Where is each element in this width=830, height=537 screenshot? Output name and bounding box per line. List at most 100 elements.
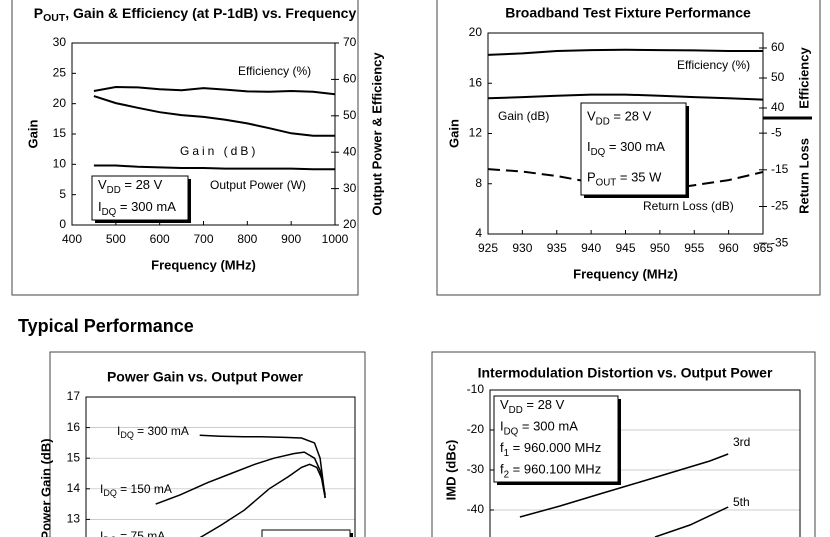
annotation-line-part: DD xyxy=(107,185,121,196)
y-tick-label: 15 xyxy=(67,450,81,464)
annotation-line: IDQ = 300 mA xyxy=(98,199,176,217)
series-label: Output Power (W) xyxy=(210,178,306,192)
series-line xyxy=(487,48,763,56)
annotation-line-part: = 960.000 MHz xyxy=(509,440,601,455)
y-tick-label: 25 xyxy=(53,66,67,80)
plot-frame xyxy=(489,389,801,537)
annotation-line-part: DQ xyxy=(591,147,606,158)
y-tick-label: 30 xyxy=(53,35,67,49)
y-axis-label: Power Gain (dB) xyxy=(38,438,53,537)
y2-tick-label: 60 xyxy=(771,40,785,54)
series-label-part: DQ xyxy=(120,430,134,440)
y2-tick-label: 40 xyxy=(771,100,785,114)
annotation-line-part: = 960.100 MHz xyxy=(509,462,601,477)
y3-tick-label: -15 xyxy=(771,162,789,176)
annotation-line: VDD = 28 V xyxy=(500,397,565,415)
annotation-line-part: f xyxy=(500,462,504,477)
series-label-part: = 150 mA xyxy=(117,482,172,496)
annotation-line-part: OUT xyxy=(596,177,617,188)
y-axis-label: Gain xyxy=(25,119,40,148)
panel-border xyxy=(11,0,359,296)
annotation-box xyxy=(261,529,351,537)
section-heading: Typical Performance xyxy=(18,316,194,336)
annotation-line-part: DD xyxy=(509,404,523,415)
y-tick-label: 10 xyxy=(53,157,67,171)
x-tick-label: 800 xyxy=(237,232,257,246)
annotation-line-part: I xyxy=(587,139,591,154)
panel-border xyxy=(431,351,816,537)
y3-axis-label: Return Loss xyxy=(796,138,811,214)
y-tick-label: -40 xyxy=(467,502,485,516)
annotation-line-part: = 28 V xyxy=(121,177,163,192)
x-tick-label: 935 xyxy=(547,241,567,255)
series-label: Gain (dB) xyxy=(498,109,549,123)
y-tick-label: 13 xyxy=(67,512,81,526)
y-tick-label: 16 xyxy=(469,75,483,89)
series-label: Efficiency (%) xyxy=(677,58,750,72)
x-tick-label: 900 xyxy=(281,232,301,246)
x-tick-label: 940 xyxy=(581,241,601,255)
x-tick-label: 600 xyxy=(150,232,170,246)
chart-title: POUT, Gain & Efficiency (at P-1dB) vs. F… xyxy=(34,5,357,24)
annotation-line-part: 1 xyxy=(504,447,509,458)
series-label: Gain (dB) xyxy=(180,144,258,158)
chart-title-part: OUT xyxy=(43,12,66,24)
chart-title-part: P xyxy=(34,5,43,21)
plot-frame xyxy=(85,396,356,537)
y-tick-label: -20 xyxy=(467,422,485,436)
panel-border xyxy=(49,351,366,537)
y-tick-label: 5 xyxy=(59,187,66,201)
annotation-box xyxy=(580,102,687,196)
series-line xyxy=(93,85,336,96)
annotation-line-part: DQ xyxy=(504,426,519,437)
annotation-line-part: V xyxy=(268,535,277,537)
y-tick-label: 12 xyxy=(469,126,483,140)
series-label-part: I xyxy=(100,482,103,496)
annotation-line-part: = 300 mA xyxy=(116,199,176,214)
series-label-part: = 75 mA xyxy=(117,529,165,537)
series-label: 3rd xyxy=(733,435,750,449)
annotation-line-part: = 28 V xyxy=(610,109,652,124)
series-line xyxy=(199,463,326,537)
x-tick-label: 960 xyxy=(719,241,739,255)
plot-frame xyxy=(71,42,336,226)
chart-title: Intermodulation Distortion vs. Output Po… xyxy=(478,365,773,381)
x-axis-label: Frequency (MHz) xyxy=(573,266,678,281)
x-tick-label: 945 xyxy=(615,241,635,255)
annotation-line-part: = 300 mA xyxy=(518,419,578,434)
y-tick-label: 0 xyxy=(59,217,66,231)
x-axis-label: Frequency (MHz) xyxy=(151,257,256,272)
chart-title: Power Gain vs. Output Power xyxy=(107,369,304,385)
series-label: IDQ = 150 mA xyxy=(100,482,172,498)
y2-tick-label: 30 xyxy=(343,181,357,195)
series-label: Return Loss (dB) xyxy=(643,199,734,213)
annotation-line-part: = 28 V xyxy=(523,397,565,412)
annotation-line-part: = 28 V xyxy=(291,535,333,537)
y-tick-label: -10 xyxy=(467,382,485,396)
annotation-line-part: V xyxy=(98,177,107,192)
annotation-line: POUT = 35 W xyxy=(587,170,662,188)
x-tick-label: 700 xyxy=(193,232,213,246)
chart-title-part: , Gain & Efficiency (at P-1dB) vs. Frequ… xyxy=(65,5,356,21)
y-tick-label: 20 xyxy=(53,96,67,110)
annotation-line: VDD = 28 V xyxy=(98,177,163,195)
annotation-line: IDQ = 300 mA xyxy=(587,139,665,157)
series-line xyxy=(519,453,729,518)
series-line xyxy=(487,93,764,101)
x-tick-label: 965 xyxy=(753,241,773,255)
series-label: Efficiency (%) xyxy=(238,64,311,78)
panel-border xyxy=(436,0,821,296)
y3-tick-label: -25 xyxy=(771,199,789,213)
y2-tick-label: 20 xyxy=(343,217,357,231)
x-tick-label: 925 xyxy=(478,241,498,255)
annotation-line-part: DD xyxy=(596,116,610,127)
annotation-line: f2 = 960.100 MHz xyxy=(500,462,601,480)
series-line xyxy=(199,434,326,499)
annotation-line-part: 2 xyxy=(504,469,509,480)
annotation-line: VDD = 28 V xyxy=(587,109,652,127)
y-tick-label: 8 xyxy=(475,176,482,190)
series-label-part: DQ xyxy=(103,488,117,498)
y2-tick-label: 40 xyxy=(343,144,357,158)
y-axis-label: Gain xyxy=(446,119,461,148)
